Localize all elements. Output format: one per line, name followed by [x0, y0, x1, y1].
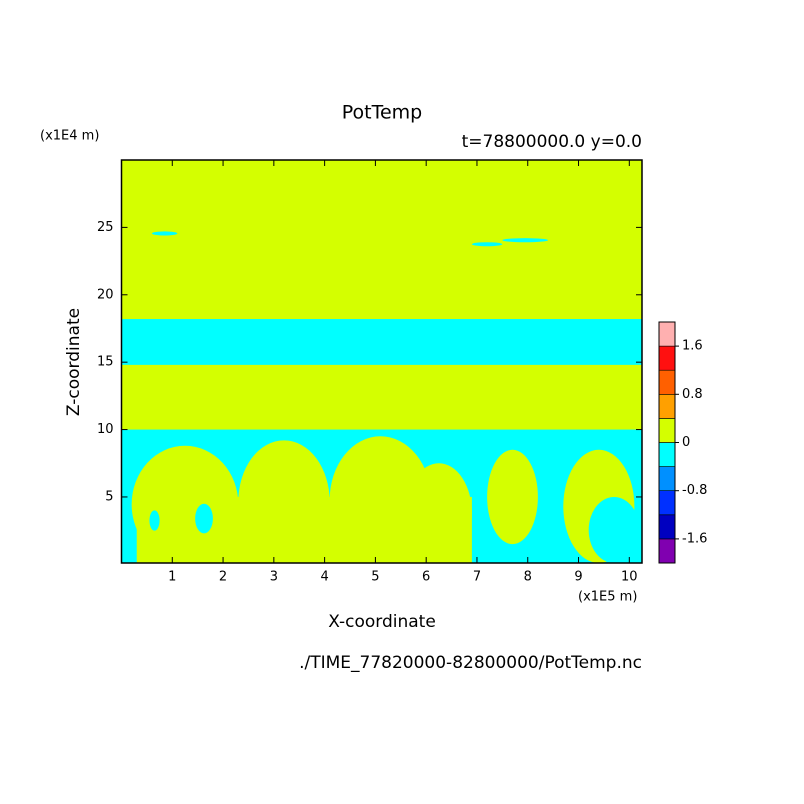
contour-region — [487, 449, 538, 545]
x-tick-label: 8 — [524, 570, 532, 585]
contour-region — [329, 436, 432, 563]
y-tick-label: 10 — [97, 422, 114, 437]
colorbar-box — [658, 321, 676, 347]
colorbar-tick-label: 1.6 — [682, 339, 703, 354]
contour-region — [195, 503, 213, 534]
colorbar-box — [658, 538, 676, 564]
colorbar-tick-label: 0 — [682, 435, 690, 450]
colorbar-box — [658, 490, 676, 516]
colorbar-box — [658, 345, 676, 371]
x-tick-label: 4 — [320, 570, 328, 585]
y-tick-label: 25 — [97, 220, 114, 235]
contour-region — [471, 242, 503, 247]
x-tick-label: 6 — [422, 570, 430, 585]
colorbar-box — [658, 393, 676, 419]
x-tick-label: 5 — [371, 570, 379, 585]
contour-region — [121, 319, 642, 365]
footer: ./TIME_77820000-82800000/PotTemp.nc — [299, 653, 642, 673]
contour-region — [405, 463, 472, 563]
y-unit: (x1E4 m) — [40, 129, 99, 144]
y-tick-label: 5 — [105, 489, 113, 504]
contour-region — [151, 231, 178, 236]
contour-region — [588, 496, 640, 563]
y-axis-label: Z-coordinate — [64, 308, 84, 416]
chart-subtitle: t=78800000.0 y=0.0 — [462, 132, 642, 152]
y-tick-label: 20 — [97, 287, 114, 302]
colorbar-box — [658, 418, 676, 443]
plot-frame — [120, 159, 643, 564]
y-tick-label: 15 — [97, 355, 114, 370]
x-tick-label: 2 — [219, 570, 227, 585]
colorbar-tick-label: -0.8 — [682, 483, 707, 498]
x-tick-label: 1 — [168, 570, 176, 585]
x-tick-label: 9 — [574, 570, 582, 585]
contour-region — [131, 445, 239, 563]
colorbar-tick-label: 0.8 — [682, 387, 703, 402]
x-tick-label: 3 — [270, 570, 278, 585]
x-tick-label: 7 — [473, 570, 481, 585]
colorbar-box — [658, 442, 676, 467]
x-unit: (x1E5 m) — [578, 590, 637, 605]
x-tick-label: 10 — [621, 570, 638, 585]
contour-region — [238, 440, 330, 563]
x-axis-label: X-coordinate — [328, 612, 436, 632]
chart-title: PotTemp — [342, 102, 423, 124]
contour-region — [502, 238, 549, 243]
colorbar-tick-label: -1.6 — [682, 531, 707, 546]
colorbar-box — [658, 466, 676, 492]
colorbar-box — [658, 369, 676, 395]
colorbar-box — [658, 514, 676, 540]
contour-region — [149, 510, 160, 531]
